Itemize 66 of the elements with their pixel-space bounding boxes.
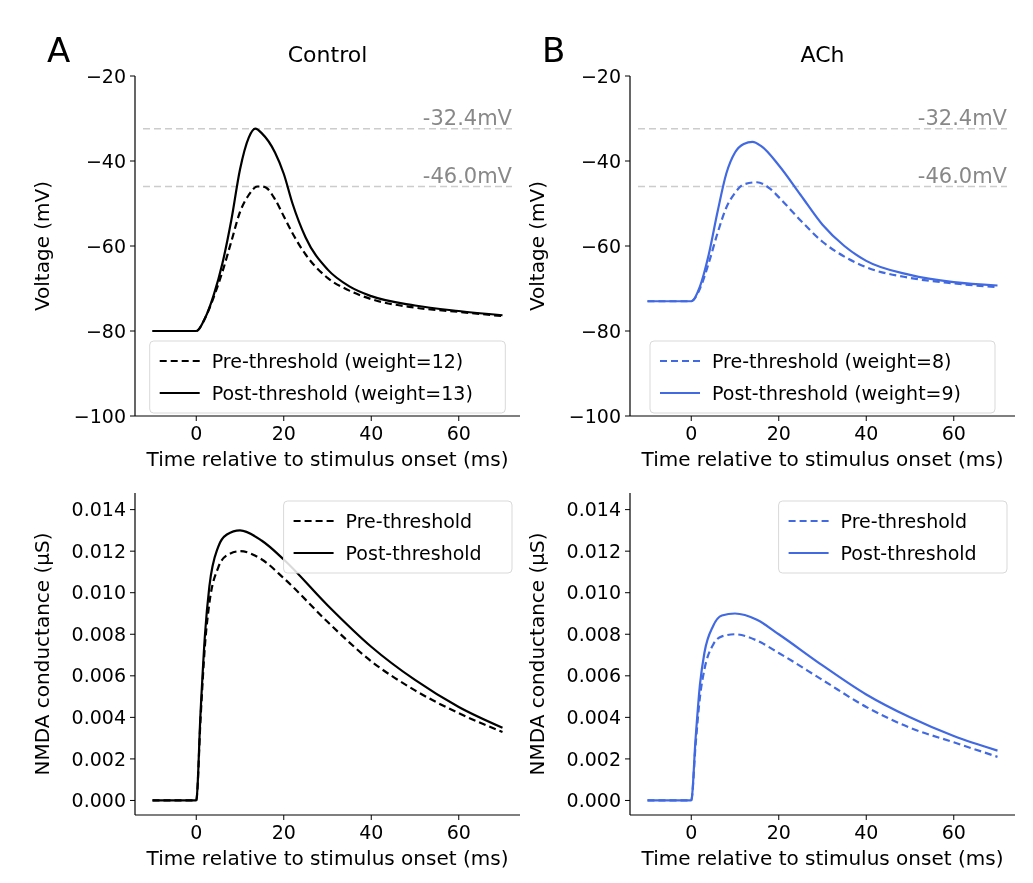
x-tick-label: 20	[271, 422, 296, 444]
x-tick-label: 60	[446, 821, 471, 843]
y-tick-label: 0.004	[566, 706, 621, 729]
x-tick-label: 20	[271, 821, 296, 843]
x-tick-label: 0	[190, 821, 203, 843]
y-tick-label: −20	[580, 64, 621, 87]
ref-line-label: -32.4mV	[422, 105, 513, 130]
x-tick-label: 40	[359, 422, 384, 444]
y-tick-label: 0.004	[71, 706, 126, 729]
legend-label: Pre-threshold (weight=12)	[211, 349, 464, 372]
y-tick-label: −60	[580, 234, 621, 257]
x-axis-title: Time relative to stimulus onset (ms)	[145, 447, 509, 471]
x-axis-title: Time relative to stimulus onset (ms)	[640, 447, 1004, 471]
y-tick-label: 0.010	[566, 581, 621, 604]
ref-line-label: -46.0mV	[422, 163, 513, 188]
x-tick-label: 0	[685, 821, 698, 843]
x-tick-label: 20	[766, 422, 791, 444]
legend-label: Pre-threshold (weight=8)	[712, 349, 952, 372]
x-tick-label: 40	[359, 821, 384, 843]
y-tick-label: 0.002	[71, 747, 126, 770]
y-tick-label: −20	[85, 64, 126, 87]
legend-label: Post-threshold (weight=13)	[211, 381, 473, 404]
y-axis-title: Voltage (mV)	[525, 180, 549, 312]
y-tick-label: −40	[580, 149, 621, 172]
y-tick-label: −40	[85, 149, 126, 172]
x-tick-label: 0	[685, 422, 698, 444]
y-tick-label: −100	[73, 404, 126, 427]
y-tick-label: 0.014	[71, 498, 126, 521]
y-tick-label: 0.008	[566, 622, 621, 645]
legend-label: Pre-threshold	[840, 509, 968, 532]
y-tick-label: −80	[85, 319, 126, 342]
y-tick-label: 0.014	[566, 498, 621, 521]
y-tick-label: 0.006	[566, 664, 621, 687]
ref-line-label: -46.0mV	[917, 163, 1008, 188]
y-tick-label: 0.006	[71, 664, 126, 687]
y-tick-label: 0.002	[566, 747, 621, 770]
ref-line-label: -32.4mV	[917, 105, 1008, 130]
legend-label: Pre-threshold	[345, 509, 473, 532]
chart-title: Control	[287, 42, 368, 67]
legend-label: Post-threshold	[840, 541, 977, 564]
y-tick-label: 0.008	[71, 622, 126, 645]
x-tick-label: 60	[941, 422, 966, 444]
y-axis-title: NMDA conductance (μS)	[30, 532, 54, 776]
x-tick-label: 60	[446, 422, 471, 444]
y-tick-label: 0.012	[71, 539, 126, 562]
text: B	[542, 30, 566, 70]
x-tick-label: 0	[190, 422, 203, 444]
y-axis-title: Voltage (mV)	[30, 180, 54, 312]
chart-title: ACh	[800, 42, 845, 67]
y-tick-label: 0.012	[566, 539, 621, 562]
x-axis-title: Time relative to stimulus onset (ms)	[640, 846, 1004, 870]
x-tick-label: 60	[941, 821, 966, 843]
y-tick-label: 0.000	[71, 789, 126, 812]
x-tick-label: 40	[854, 821, 879, 843]
text: A	[47, 30, 71, 70]
x-tick-label: 20	[766, 821, 791, 843]
y-tick-label: 0.010	[71, 581, 126, 604]
y-tick-label: −60	[85, 234, 126, 257]
legend-label: Post-threshold (weight=9)	[712, 381, 962, 404]
legend-label: Post-threshold	[345, 541, 482, 564]
x-axis-title: Time relative to stimulus onset (ms)	[145, 846, 509, 870]
x-tick-label: 40	[854, 422, 879, 444]
y-tick-label: −80	[580, 319, 621, 342]
y-tick-label: −100	[568, 404, 621, 427]
y-axis-title: NMDA conductance (μS)	[525, 532, 549, 776]
y-tick-label: 0.000	[566, 789, 621, 812]
